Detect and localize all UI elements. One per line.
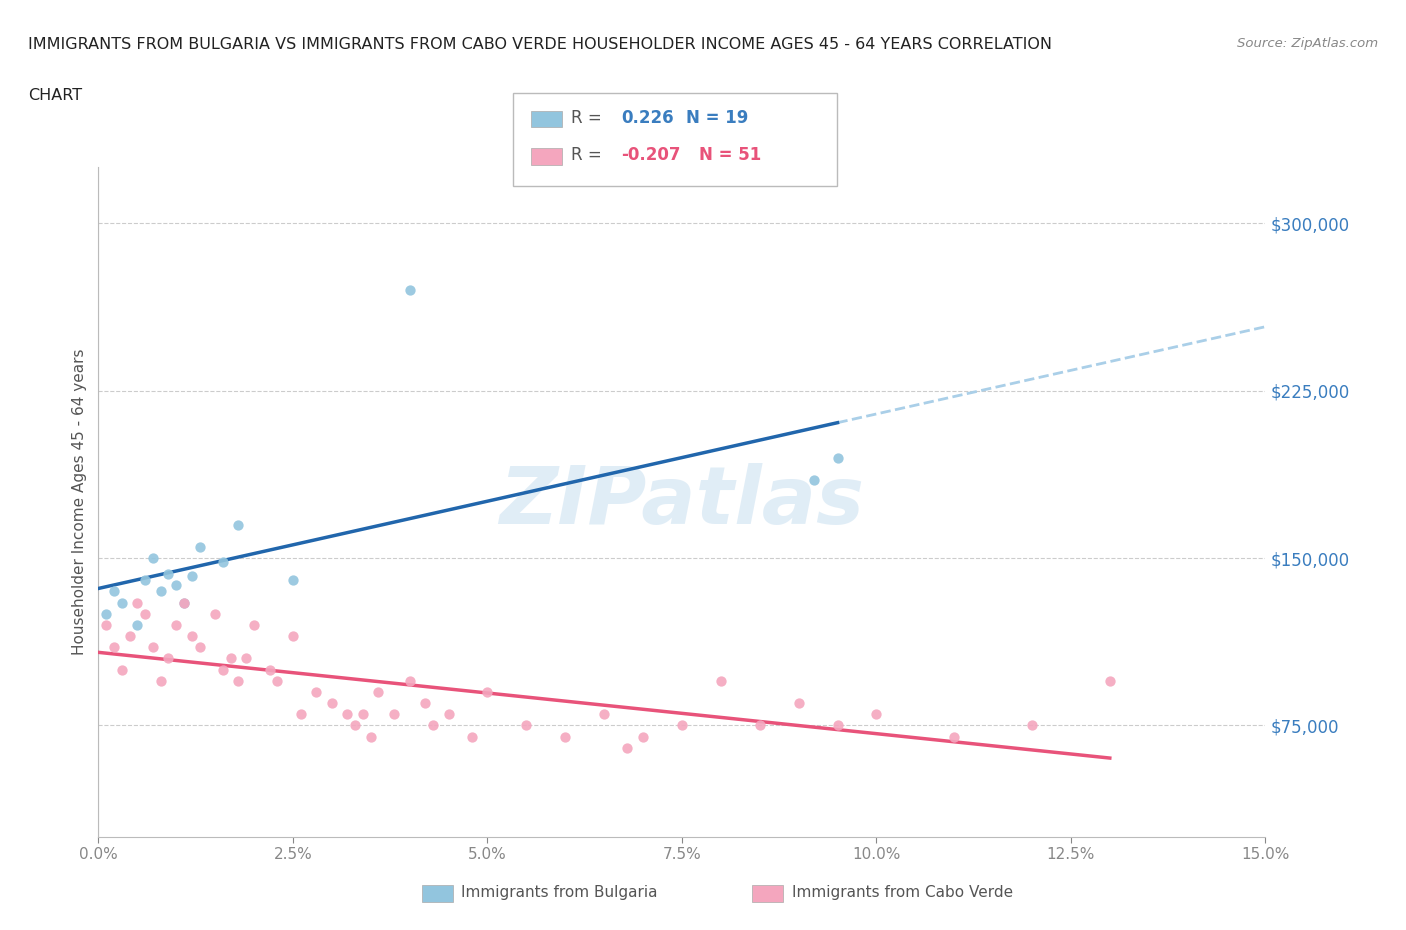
Text: R =: R =	[571, 146, 607, 165]
Point	[118, 629, 141, 644]
Point	[111, 662, 134, 677]
Point	[103, 584, 125, 599]
Point	[437, 707, 460, 722]
Point	[111, 595, 134, 610]
Point	[219, 651, 242, 666]
Text: R =: R =	[571, 109, 607, 127]
Point	[134, 606, 156, 621]
Point	[127, 595, 149, 610]
Point	[127, 618, 149, 632]
Point	[827, 718, 849, 733]
Point	[173, 595, 195, 610]
Point	[157, 651, 180, 666]
Point	[461, 729, 484, 744]
Point	[188, 640, 211, 655]
Point	[593, 707, 616, 722]
Point	[142, 640, 165, 655]
Point	[803, 472, 825, 487]
Point	[1021, 718, 1043, 733]
Point	[212, 662, 235, 677]
Point	[96, 606, 118, 621]
Point	[134, 573, 156, 588]
Point	[827, 450, 849, 465]
Point	[235, 651, 257, 666]
Point	[281, 573, 304, 588]
Point	[616, 740, 638, 755]
Point	[149, 673, 172, 688]
Text: CHART: CHART	[28, 88, 82, 103]
Point	[360, 729, 382, 744]
Text: N = 19: N = 19	[686, 109, 748, 127]
Text: IMMIGRANTS FROM BULGARIA VS IMMIGRANTS FROM CABO VERDE HOUSEHOLDER INCOME AGES 4: IMMIGRANTS FROM BULGARIA VS IMMIGRANTS F…	[28, 37, 1052, 52]
Y-axis label: Householder Income Ages 45 - 64 years: Householder Income Ages 45 - 64 years	[72, 349, 87, 656]
Point	[290, 707, 312, 722]
Point	[631, 729, 654, 744]
Text: 0.226: 0.226	[621, 109, 673, 127]
Text: ZIPatlas: ZIPatlas	[499, 463, 865, 541]
Point	[142, 551, 165, 565]
Point	[266, 673, 288, 688]
Point	[180, 629, 202, 644]
Point	[165, 578, 187, 592]
Point	[1098, 673, 1121, 688]
Point	[710, 673, 733, 688]
Text: N = 51: N = 51	[699, 146, 761, 165]
Point	[344, 718, 367, 733]
Point	[671, 718, 693, 733]
Point	[96, 618, 118, 632]
Point	[477, 684, 499, 699]
Point	[149, 584, 172, 599]
Text: Immigrants from Cabo Verde: Immigrants from Cabo Verde	[792, 885, 1012, 900]
Point	[787, 696, 810, 711]
Point	[173, 595, 195, 610]
Point	[180, 568, 202, 583]
Point	[943, 729, 966, 744]
Point	[398, 673, 420, 688]
Point	[398, 283, 420, 298]
Point	[259, 662, 281, 677]
Point	[281, 629, 304, 644]
Point	[865, 707, 887, 722]
Point	[243, 618, 266, 632]
Point	[103, 640, 125, 655]
Point	[305, 684, 328, 699]
Point	[367, 684, 389, 699]
Point	[188, 539, 211, 554]
Point	[515, 718, 537, 733]
Point	[413, 696, 436, 711]
Point	[382, 707, 405, 722]
Point	[352, 707, 374, 722]
Text: Immigrants from Bulgaria: Immigrants from Bulgaria	[461, 885, 658, 900]
Point	[228, 673, 250, 688]
Text: Source: ZipAtlas.com: Source: ZipAtlas.com	[1237, 37, 1378, 50]
Text: -0.207: -0.207	[621, 146, 681, 165]
Point	[165, 618, 187, 632]
Point	[336, 707, 359, 722]
Point	[157, 566, 180, 581]
Point	[228, 517, 250, 532]
Point	[748, 718, 770, 733]
Point	[204, 606, 226, 621]
Point	[212, 555, 235, 570]
Point	[554, 729, 576, 744]
Point	[422, 718, 444, 733]
Point	[321, 696, 343, 711]
